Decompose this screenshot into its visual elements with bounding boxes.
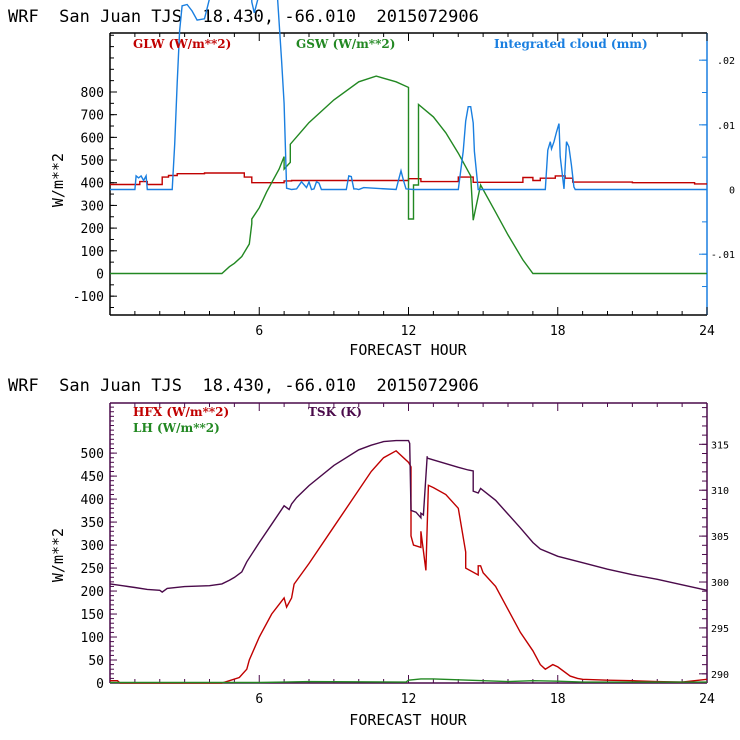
series-line-hfx bbox=[110, 449, 708, 684]
y-tick-label: 250 bbox=[81, 562, 104, 577]
y-tick-label: 50 bbox=[88, 654, 104, 669]
y-tick-label: 200 bbox=[81, 585, 104, 600]
legend-hfx: HFX (W/m**2) bbox=[133, 405, 229, 419]
y-axis-label: W/m**2 bbox=[49, 528, 67, 582]
y-tick-label: 300 bbox=[81, 539, 104, 554]
series-line-lh bbox=[110, 678, 707, 684]
chart-title: WRF San Juan TJS 18.430, -66.010 2015072… bbox=[8, 7, 479, 27]
y-tick-label: 350 bbox=[81, 516, 104, 531]
y-tick-label: 500 bbox=[81, 447, 104, 462]
y2-tick-label: .01 bbox=[717, 121, 735, 132]
chart-title: WRF San Juan TJS 18.430, -66.010 2015072… bbox=[8, 376, 479, 396]
series-line-tsk bbox=[109, 439, 708, 593]
x-tick-label: 6 bbox=[255, 692, 263, 707]
y-tick-label: 100 bbox=[81, 245, 104, 260]
series-line-integrated bbox=[110, 0, 707, 191]
x-tick-label: 12 bbox=[401, 692, 417, 707]
legend-glw: GLW (W/m**2) bbox=[133, 37, 231, 51]
y-tick-label: 100 bbox=[81, 631, 104, 646]
legend-tsk: TSK (K) bbox=[308, 405, 362, 419]
y-tick-label: 800 bbox=[81, 86, 104, 101]
chart-bottom: WRF San Juan TJS 18.430, -66.010 2015072… bbox=[8, 376, 729, 729]
series-line-gsw bbox=[110, 75, 707, 275]
x-tick-label: 24 bbox=[699, 324, 715, 339]
y-tick-label: 150 bbox=[81, 608, 104, 623]
y-tick-label: 400 bbox=[81, 177, 104, 192]
y-tick-label: 450 bbox=[81, 470, 104, 485]
x-tick-label: 18 bbox=[550, 324, 566, 339]
x-axis-label: FORECAST HOUR bbox=[349, 341, 467, 359]
plot-area: 6 12 18 24 -100 0 100 200 300 400 500 600 700 800 -.01… bbox=[73, 0, 735, 339]
x-tick-label: 6 bbox=[255, 324, 263, 339]
y-tick-label: -100 bbox=[73, 290, 104, 305]
x-tick-label: 18 bbox=[550, 692, 566, 707]
y-tick-label: 500 bbox=[81, 154, 104, 169]
y2-tick-label: 315 bbox=[711, 440, 729, 451]
y2-tick-label: 0 bbox=[729, 186, 735, 197]
y-tick-label: 200 bbox=[81, 222, 104, 237]
x-tick-label: 24 bbox=[699, 692, 715, 707]
y2-tick-label: .03 bbox=[717, 0, 735, 2]
legend-lh: LH (W/m**2) bbox=[133, 421, 220, 435]
y-axis-label: W/m**2 bbox=[49, 153, 67, 207]
chart-top: WRF San Juan TJS 18.430, -66.010 2015072… bbox=[8, 0, 735, 359]
y-tick-label: 0 bbox=[96, 267, 104, 282]
legend-gsw: GSW (W/m**2) bbox=[296, 37, 395, 51]
y-tick-label: 300 bbox=[81, 199, 104, 214]
y-tick-label: 600 bbox=[81, 131, 104, 146]
y2-tick-label: -.01 bbox=[711, 250, 735, 261]
y2-tick-label: .02 bbox=[717, 56, 735, 67]
y-tick-label: 400 bbox=[81, 493, 104, 508]
plot-area: 6 12 18 24 0 50 100 150 200 250 300 350 400 450 500 290… bbox=[81, 402, 729, 707]
y2-tick-label: 295 bbox=[711, 624, 729, 635]
y2-tick-label: 310 bbox=[711, 486, 729, 497]
y-tick-label: 0 bbox=[96, 677, 104, 692]
legend-integrated-cloud: Integrated cloud (mm) bbox=[494, 37, 648, 51]
y2-tick-label: 300 bbox=[711, 578, 729, 589]
y2-tick-label: 290 bbox=[711, 670, 729, 681]
y2-tick-label: 305 bbox=[711, 532, 729, 543]
x-axis-label: FORECAST HOUR bbox=[349, 711, 467, 729]
y-tick-label: 700 bbox=[81, 109, 104, 124]
x-tick-label: 12 bbox=[401, 324, 417, 339]
